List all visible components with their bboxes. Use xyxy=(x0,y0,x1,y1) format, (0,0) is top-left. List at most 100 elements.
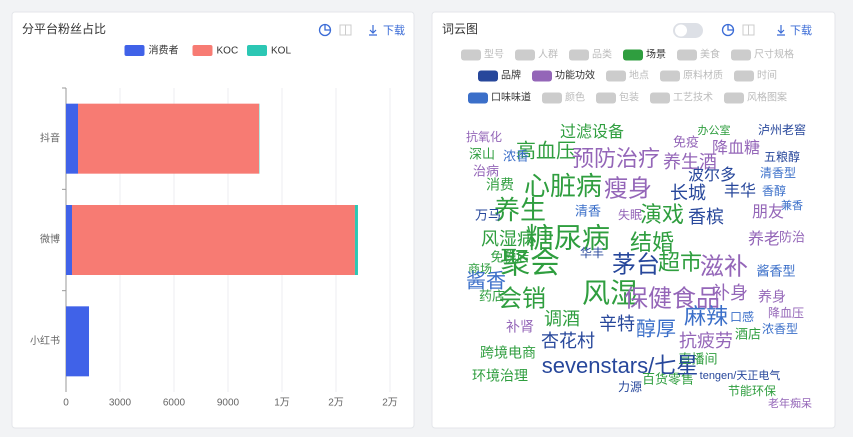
cloud-word: 调酒 xyxy=(544,309,580,329)
cloud-word: 老年痴呆 xyxy=(768,396,812,410)
cloud-word: sevenstars/七星 xyxy=(542,353,699,378)
cloud-word: 力源 xyxy=(618,380,642,394)
legend-label: 风格图案 xyxy=(747,91,787,104)
cloud-word: 滋补 xyxy=(700,253,748,280)
legend-swatch xyxy=(623,49,643,61)
cloud-word: 补身 xyxy=(712,283,748,303)
legend-swatch xyxy=(724,92,744,104)
y-tick-label: 微博 xyxy=(40,233,60,246)
y-tick-label: 抖音 xyxy=(40,131,60,144)
cloud-word: 糖尿病 xyxy=(526,222,610,253)
x-tick-label: 2万 xyxy=(382,398,398,409)
cloud-word: 结婚 xyxy=(630,230,674,255)
cloud-word: 降血压 xyxy=(768,306,804,320)
legend-label: 时间 xyxy=(757,69,777,82)
cloud-word: 长城 xyxy=(670,183,706,203)
cloud-word: 预防治疗 xyxy=(572,146,660,171)
cloud-word: 养生酒 xyxy=(663,152,717,172)
cloud-word: 环境治理 xyxy=(472,368,528,384)
pie-icon[interactable] xyxy=(318,23,332,37)
pie-icon[interactable] xyxy=(721,23,735,37)
table-icon[interactable] xyxy=(742,24,755,36)
legend-swatch xyxy=(660,70,680,82)
cloud-word: 百货零售 xyxy=(642,371,694,386)
legend-swatch xyxy=(247,45,267,56)
legend-swatch xyxy=(731,49,751,61)
cloud-word: 演戏 xyxy=(640,202,684,227)
cloud-word: 茅台 xyxy=(612,251,660,278)
legend-swatch xyxy=(734,70,754,82)
cloud-word: 清香型 xyxy=(760,166,796,180)
cloud-word: 香槟 xyxy=(688,207,724,227)
cloud-word: 直播间 xyxy=(678,351,717,366)
cloud-word: 辛特 xyxy=(599,314,635,334)
cloud-panel xyxy=(431,11,836,429)
cloud-word: 高血压 xyxy=(516,139,576,162)
cloud-word: 醇厚 xyxy=(636,317,676,340)
cloud-word: 心脏病 xyxy=(524,171,602,201)
cloud-word: 风湿病 xyxy=(481,229,535,249)
cloud-word: 万马 xyxy=(475,207,501,222)
download-button[interactable]: 下载 xyxy=(790,24,812,37)
download-icon[interactable] xyxy=(369,25,377,36)
legend-swatch xyxy=(542,92,562,104)
cloud-word: 保健食品 xyxy=(624,285,720,312)
cloud-word: 泸州老窖 xyxy=(758,122,806,137)
cloud-word: 清香 xyxy=(575,203,601,218)
legend-swatch xyxy=(192,45,213,56)
x-tick-label: 9000 xyxy=(217,398,240,409)
cloud-word: 华丰 xyxy=(580,246,604,260)
cloud-word: 口感 xyxy=(730,309,754,324)
legend-swatch xyxy=(677,49,697,61)
legend-label: 口味味道 xyxy=(491,91,531,104)
legend-label: 功能功效 xyxy=(555,69,595,82)
cloud-word: 降血糖 xyxy=(712,139,760,157)
table-icon[interactable] xyxy=(339,24,352,36)
legend-label: 型号 xyxy=(484,48,504,61)
cloud-word: 养身 xyxy=(758,289,786,305)
cloud-word: 瘦身 xyxy=(604,175,652,202)
download-button[interactable]: 下载 xyxy=(383,24,405,37)
legend-label: 包装 xyxy=(619,91,639,104)
cloud-word: 酒店 xyxy=(735,326,761,341)
cloud-word: 丰华 xyxy=(724,182,756,200)
cloud-word: 波尔多 xyxy=(688,166,736,184)
bar-segment xyxy=(66,205,72,275)
x-tick-label: 6000 xyxy=(163,398,186,409)
x-tick-label: 3000 xyxy=(109,398,132,409)
cloud-word: 风湿 xyxy=(582,277,638,308)
cloud-word: 商场 xyxy=(468,261,492,276)
cloud-word: 酱香型 xyxy=(756,263,795,278)
cloud-word: 会销 xyxy=(498,285,546,312)
legend-label: 尺寸规格 xyxy=(754,48,794,61)
cloud-word: 超市 xyxy=(658,250,702,275)
cloud-word: 养老 xyxy=(748,230,780,248)
cloud-word: 抗氧化 xyxy=(466,129,502,144)
x-tick-label: 1万 xyxy=(274,398,290,409)
legend-swatch xyxy=(606,70,626,82)
cloud-word: 防治 xyxy=(779,229,805,244)
panel-title: 分平台粉丝占比 xyxy=(22,21,106,36)
cloud-word: 朋友 xyxy=(752,203,784,221)
legend-label: 场景 xyxy=(646,48,666,61)
cloud-word: 抗疲劳 xyxy=(679,331,733,351)
cloud-word: 节能环保 xyxy=(728,384,776,398)
cloud-word: 深山 xyxy=(469,146,495,161)
cloud-word: 补肾 xyxy=(506,319,534,335)
toggle[interactable] xyxy=(673,23,703,38)
legend-swatch xyxy=(569,49,589,61)
bar-segment xyxy=(66,306,90,377)
download-icon[interactable] xyxy=(777,25,785,36)
legend-swatch xyxy=(124,45,145,56)
legend-swatch xyxy=(532,70,552,82)
legend-label: 地点 xyxy=(629,69,649,82)
cloud-word: 失眠 xyxy=(618,207,642,222)
cloud-word: 消费 xyxy=(486,177,514,193)
cloud-word: tengen/天正电气 xyxy=(700,368,781,382)
cloud-word: 治病 xyxy=(473,163,499,178)
cloud-word: 免疫 xyxy=(673,134,699,149)
legend-label: 品牌 xyxy=(501,69,521,82)
cloud-word: 养生 xyxy=(494,195,546,225)
